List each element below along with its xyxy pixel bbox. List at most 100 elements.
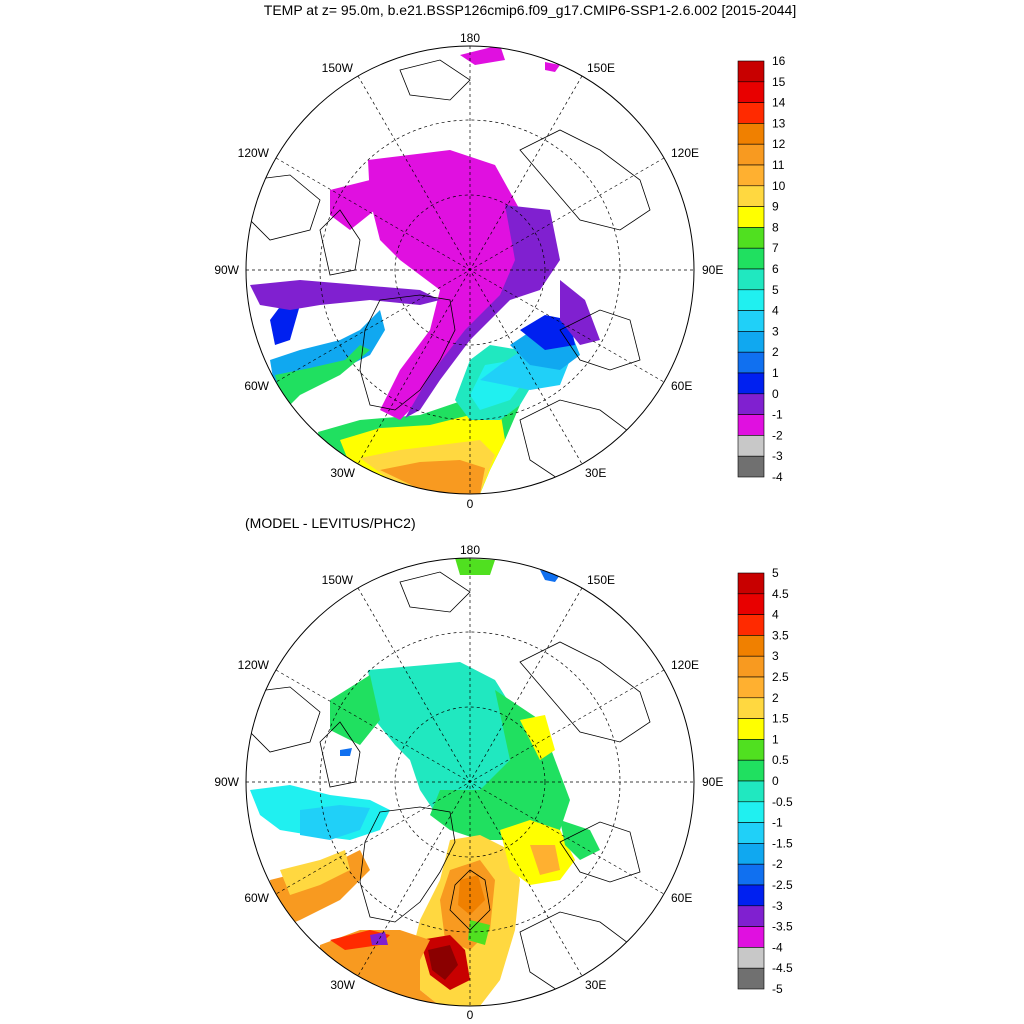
lon-labels-top: 180 0 90W 90E 150W 150E 120W 120E 60W 60… [214, 31, 723, 511]
colorbar-tick-label: 4 [772, 304, 779, 318]
colorbar-swatch [737, 227, 765, 249]
colorbar-swatch [737, 655, 765, 678]
colorbar-tick-label: 2.5 [772, 670, 789, 684]
colorbar-tick-label: 8 [772, 220, 779, 234]
colorbar-tick-label: -5 [772, 982, 783, 996]
colorbar-tick-label: 7 [772, 241, 779, 255]
colorbar-tick-label: 0.5 [772, 753, 789, 767]
colorbar-swatch [737, 780, 765, 803]
lon-labels-bottom: 180 0 90W 90E 150W 150E 120W 120E 60W 60… [214, 543, 723, 1022]
colorbar-tick-label: 6 [772, 262, 779, 276]
lon-label-120w: 120W [238, 146, 270, 160]
colorbar-swatch [737, 863, 765, 886]
colorbar-tick-label: 0 [772, 774, 779, 788]
lon-label-150e: 150E [587, 61, 615, 75]
lon-label-90e: 90E [702, 775, 723, 789]
figure-title: TEMP at z= 95.0m, b.e21.BSSP126cmip6.f09… [263, 2, 797, 18]
colorbar-tick-label: -1 [772, 816, 783, 830]
colorbar-bottom: 5 4.5 4 3.5 3 2.5 2 1.5 1 0.5 0 -0.5 -1 -1.5 -2 -2.5 -3 -… [737, 566, 793, 996]
map-panel-bottom: 180 0 90W 90E 150W 150E 120W 120E 60W 60… [214, 543, 793, 1022]
colorbar-swatch [737, 572, 765, 595]
lon-label-180: 180 [460, 543, 480, 557]
colorbar-swatch [737, 947, 765, 969]
colorbar-swatch [737, 843, 765, 865]
colorbar-tick-label: 0 [772, 387, 779, 401]
colorbar-swatch [737, 81, 765, 103]
colorbar-swatch [737, 372, 765, 395]
colorbar-swatch [737, 905, 765, 927]
coastlines-top [249, 59, 661, 494]
lon-label-90w: 90W [214, 775, 239, 789]
colorbar-tick-label: -3.5 [772, 920, 793, 934]
colorbar-swatch [737, 185, 765, 207]
colorbar-swatch [737, 143, 765, 166]
colorbar-tick-label: 3 [772, 649, 779, 663]
colorbar-tick-label: -4 [772, 940, 783, 954]
colorbar-tick-label: -3 [772, 449, 783, 463]
lon-label-150w: 150W [322, 573, 354, 587]
colorbar-swatch [737, 593, 765, 615]
colorbar-tick-label: 2 [772, 691, 779, 705]
lon-label-30e: 30E [585, 978, 606, 992]
lon-label-0: 0 [467, 497, 474, 511]
colorbar-tick-label: 2 [772, 345, 779, 359]
colorbar-tick-label: 4.5 [772, 587, 789, 601]
colorbar-swatch [737, 123, 765, 145]
colorbar-swatch [737, 676, 765, 699]
colorbar-swatch [737, 967, 765, 990]
colorbar-tick-label: -2 [772, 857, 783, 871]
colorbar-tick-label: 14 [772, 96, 786, 110]
colorbar-tick-label: 16 [772, 54, 786, 68]
colorbar-tick-label: 13 [772, 116, 786, 130]
colorbar-swatch [737, 718, 765, 740]
lon-label-90w: 90W [214, 263, 239, 277]
colorbar-tick-label: -1.5 [772, 836, 793, 850]
colorbar-swatch [737, 247, 765, 270]
lon-label-60w: 60W [244, 379, 269, 393]
colorbar-swatch [737, 697, 765, 719]
temperature-field-top [250, 46, 600, 494]
lon-label-60e: 60E [671, 891, 692, 905]
colorbar-tick-label: 15 [772, 75, 786, 89]
map-panel-top: 180 0 90W 90E 150W 150E 120W 120E 60W 6 0… [214, 31, 785, 511]
colorbar-tick-label: 12 [772, 137, 786, 151]
lon-label-120e: 120E [671, 146, 699, 160]
graticule-top [246, 46, 694, 494]
lon-label-60w: 60W [244, 891, 269, 905]
colorbar-tick-label: 3.5 [772, 628, 789, 642]
colorbar-swatch [737, 801, 765, 823]
lon-label-120w: 120W [238, 658, 270, 672]
colorbar-swatch [737, 393, 765, 415]
colorbar-tick-label: -1 [772, 408, 783, 422]
colorbar-tick-label: 1.5 [772, 712, 789, 726]
colorbar-swatch [737, 60, 765, 83]
colorbar-swatch [737, 414, 765, 436]
lon-label-150e: 150E [587, 573, 615, 587]
lon-label-180: 180 [460, 31, 480, 45]
graticule-bottom [246, 558, 694, 1006]
colorbar-tick-label: -4 [772, 470, 783, 484]
colorbar-swatch [737, 102, 765, 124]
colorbar-tick-label: -0.5 [772, 795, 793, 809]
colorbar-tick-label: -4.5 [772, 961, 793, 975]
colorbar-swatch [737, 739, 765, 761]
colorbar-tick-label: 3 [772, 324, 779, 338]
colorbar-swatch [737, 455, 765, 478]
colorbar-swatch [737, 331, 765, 353]
colorbar-swatch [737, 435, 765, 457]
colorbar-swatch [737, 926, 765, 948]
colorbar-tick-label: 5 [772, 283, 779, 297]
colorbar-tick-label: 1 [772, 366, 779, 380]
colorbar-tick-label: 4 [772, 608, 779, 622]
colorbar-tick-label: 11 [772, 158, 785, 172]
colorbar-tick-label: -3 [772, 899, 783, 913]
colorbar-swatch [737, 635, 765, 657]
panel-subtitle: (MODEL - LEVITUS/PHC2) [245, 515, 416, 531]
colorbar-swatch [737, 822, 765, 844]
colorbar-swatch [737, 289, 765, 311]
colorbar-swatch [737, 310, 765, 332]
colorbar-tick-label: 1 [772, 732, 779, 746]
lon-label-150w: 150W [322, 61, 354, 75]
lon-label-90e: 90E [702, 263, 723, 277]
